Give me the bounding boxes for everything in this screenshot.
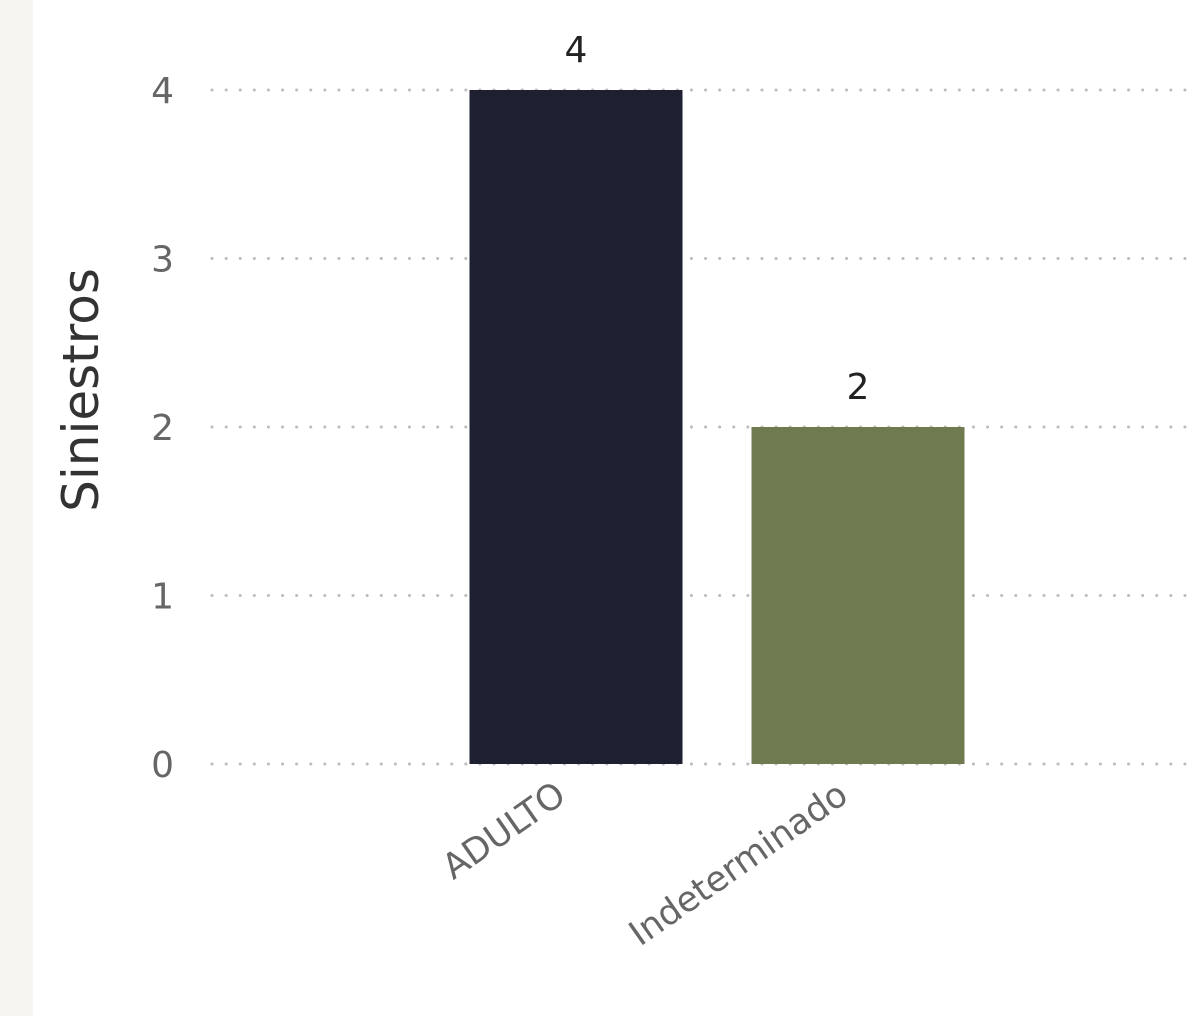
- y-tick-label: 2: [151, 408, 174, 449]
- data-label: 4: [565, 30, 588, 71]
- bar-adulto[interactable]: [469, 90, 683, 764]
- left-panel-strip: [0, 0, 33, 1016]
- data-label: 2: [847, 367, 870, 408]
- bars: [469, 90, 965, 764]
- x-tick-label: Indeterminado: [622, 775, 855, 955]
- y-axis-ticks: 0 1 2 3 4: [151, 71, 174, 786]
- x-tick-label: ADULTO: [435, 775, 573, 888]
- y-axis-title: Siniestros: [52, 268, 110, 512]
- gridlines: [210, 88, 1194, 766]
- y-tick-label: 4: [151, 71, 174, 112]
- bar-indeterminado[interactable]: [751, 427, 965, 764]
- y-tick-label: 1: [151, 577, 174, 618]
- x-axis-ticks: ADULTO Indeterminado: [435, 775, 855, 955]
- y-tick-label: 0: [151, 745, 174, 786]
- data-labels: 42: [565, 30, 870, 408]
- y-tick-label: 3: [151, 240, 174, 281]
